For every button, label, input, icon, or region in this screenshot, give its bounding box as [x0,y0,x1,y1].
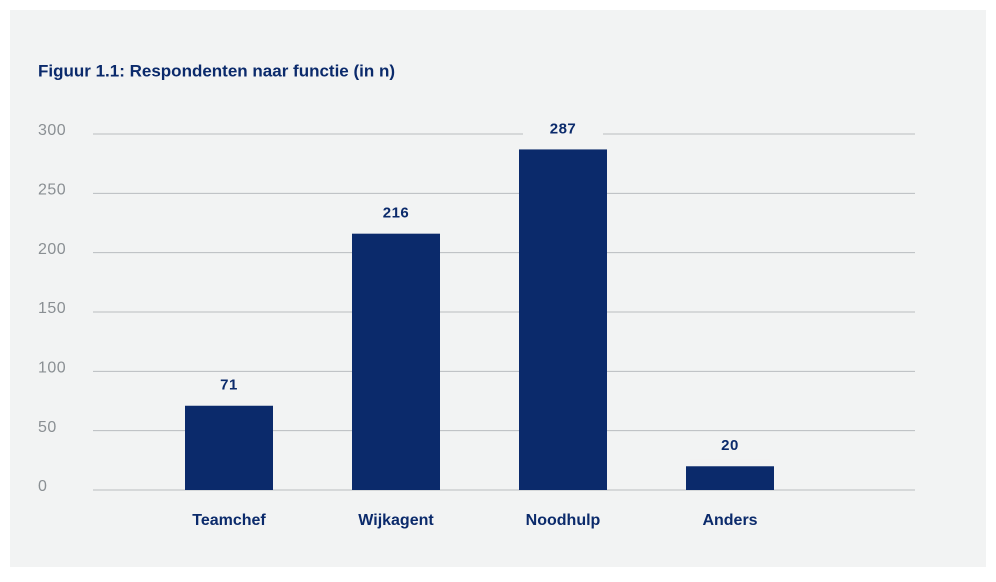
bar [686,466,774,490]
value-label-bg [690,433,770,460]
x-tick-label: Wijkagent [358,512,434,529]
y-tick-label: 300 [38,122,66,139]
y-tick-label: 250 [38,182,66,199]
value-label: 71 [220,377,238,394]
y-tick-label: 100 [38,360,66,377]
value-label: 216 [383,205,410,222]
chart-title: Figuur 1.1: Respondenten naar functie (i… [38,61,395,80]
value-label-bg [189,372,269,399]
y-tick-label: 200 [38,241,66,258]
value-label-bg [356,200,436,227]
panel [10,10,986,567]
value-label: 287 [550,120,577,137]
x-tick-label: Noodhulp [526,512,601,529]
value-label: 20 [721,437,739,454]
x-tick-label: Teamchef [192,512,266,529]
y-tick-label: 50 [38,419,57,436]
bar [352,233,440,490]
x-tick-label: Anders [702,512,757,529]
y-tick-label: 0 [38,478,47,495]
value-label-bg [523,116,603,143]
y-tick-label: 150 [38,300,66,317]
bar [519,149,607,490]
bar [185,405,273,490]
